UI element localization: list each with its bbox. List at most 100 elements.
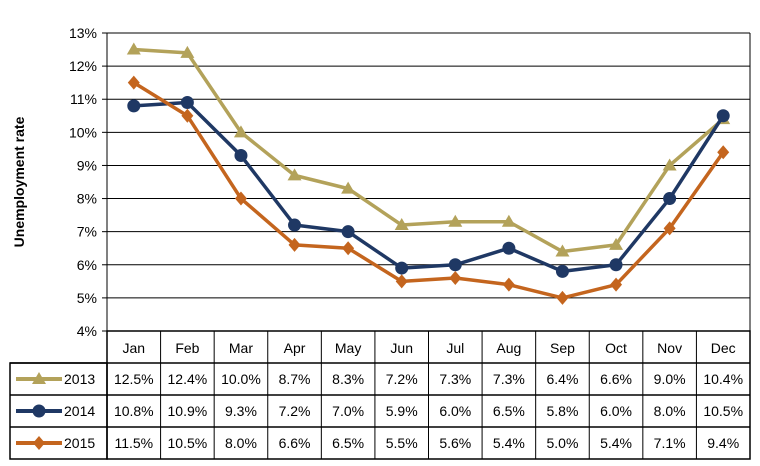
data-point-2015 (610, 277, 623, 292)
data-label: 5.9% (386, 403, 418, 419)
legend-label-2013: 2013 (64, 371, 95, 387)
data-label: 5.4% (493, 435, 525, 451)
y-tick-label: 7% (77, 224, 97, 240)
data-label: 9.4% (707, 435, 739, 451)
data-point-2015 (717, 145, 730, 160)
data-label: 10.5% (703, 403, 743, 419)
data-point-2013 (233, 125, 248, 138)
data-label: 7.2% (386, 371, 418, 387)
data-label: 6.6% (600, 371, 632, 387)
data-point-2015 (234, 191, 247, 206)
data-label: 9.3% (225, 403, 257, 419)
y-tick-label: 11% (70, 91, 97, 107)
data-point-2013 (341, 181, 356, 194)
y-tick-label: 4% (77, 323, 97, 339)
data-label: 8.0% (225, 435, 257, 451)
data-point-2014 (663, 192, 677, 206)
series-line-2015 (132, 81, 725, 300)
data-point-2013 (501, 214, 516, 227)
data-label: 7.0% (332, 403, 364, 419)
data-label: 7.3% (439, 371, 471, 387)
data-point-2015 (556, 290, 569, 305)
legend-label-2014: 2014 (64, 403, 95, 419)
data-label: 9.0% (654, 371, 686, 387)
data-label: 12.5% (114, 371, 154, 387)
x-tick-label: Dec (711, 340, 736, 356)
data-point-2015 (663, 221, 676, 236)
legend-marker-2015 (33, 436, 45, 450)
data-point-2013 (287, 168, 302, 181)
x-tick-label: Jun (390, 340, 413, 356)
data-point-2014 (234, 149, 248, 163)
data-point-2015 (502, 277, 515, 292)
data-point-2014 (716, 109, 730, 123)
data-point-2015 (288, 237, 301, 252)
data-label: 7.2% (279, 403, 311, 419)
x-tick-label: Aug (496, 340, 521, 356)
y-tick-label: 8% (77, 191, 97, 207)
data-label: 5.4% (600, 435, 632, 451)
data-label: 6.5% (332, 435, 364, 451)
data-label: 5.8% (546, 403, 578, 419)
data-point-2014 (555, 264, 569, 278)
data-label: 8.7% (279, 371, 311, 387)
data-point-2014 (609, 258, 623, 272)
data-label: 8.0% (654, 403, 686, 419)
data-point-2013 (394, 218, 409, 231)
data-label: 11.5% (114, 435, 153, 451)
series-line-2013 (133, 47, 725, 254)
data-label: 5.5% (386, 435, 418, 451)
data-label: 10.0% (221, 371, 261, 387)
x-tick-label: Oct (605, 340, 627, 356)
legend-marker-2014 (32, 404, 46, 418)
x-tick-label: Nov (657, 340, 682, 356)
data-point-2014 (341, 225, 355, 239)
data-label: 10.4% (703, 371, 743, 387)
data-label: 10.8% (114, 403, 154, 419)
data-label: 8.3% (332, 371, 364, 387)
data-label: 6.5% (493, 403, 525, 419)
data-label: 6.0% (439, 403, 471, 419)
x-tick-label: May (335, 340, 361, 356)
data-point-2013 (609, 237, 624, 250)
data-label: 12.4% (168, 371, 208, 387)
data-point-2015 (449, 271, 462, 286)
data-point-2015 (181, 108, 194, 123)
data-point-2013 (662, 158, 677, 171)
data-point-2015 (127, 75, 140, 90)
data-label: 5.6% (439, 435, 471, 451)
x-tick-label: Sep (550, 340, 575, 356)
x-tick-label: Jan (123, 340, 146, 356)
y-tick-label: 6% (77, 257, 97, 273)
data-point-2013 (555, 244, 570, 257)
data-label: 6.6% (279, 435, 311, 451)
x-tick-label: Feb (175, 340, 199, 356)
data-point-2014 (502, 241, 516, 255)
data-label: 10.9% (168, 403, 208, 419)
data-point-2013 (448, 214, 463, 227)
legend-label-2015: 2015 (64, 435, 95, 451)
data-label: 5.0% (546, 435, 578, 451)
data-point-2014 (448, 258, 462, 272)
series-line-2014 (133, 100, 725, 274)
data-point-2013 (180, 45, 195, 58)
data-point-2014 (180, 96, 194, 110)
data-label: 10.5% (168, 435, 208, 451)
data-point-2014 (395, 261, 409, 275)
x-tick-label: Jul (446, 340, 464, 356)
y-tick-label: 10% (69, 124, 97, 140)
data-point-2014 (288, 218, 302, 232)
y-tick-label: 13% (69, 25, 97, 41)
y-axis-label: Unemployment rate (11, 116, 27, 247)
data-label: 6.4% (546, 371, 578, 387)
data-label: 7.1% (654, 435, 686, 451)
data-point-2015 (342, 241, 355, 256)
y-tick-label: 12% (69, 58, 97, 74)
data-point-2013 (126, 42, 141, 55)
x-tick-label: Mar (229, 340, 253, 356)
x-tick-label: Apr (284, 340, 306, 356)
data-point-2014 (127, 99, 141, 113)
data-label: 7.3% (493, 371, 525, 387)
